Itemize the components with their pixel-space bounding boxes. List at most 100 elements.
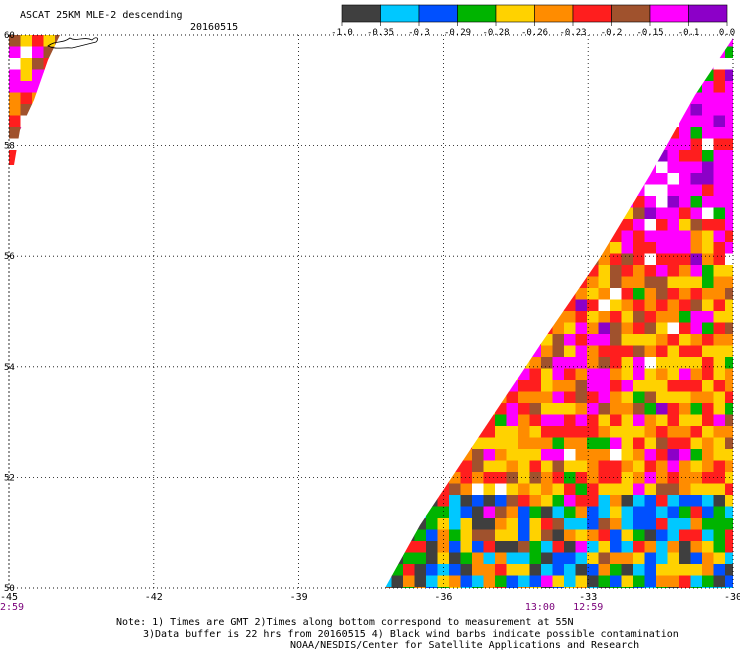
swath-cell — [426, 587, 438, 588]
swath-cell — [426, 58, 438, 70]
swath-cell — [564, 345, 576, 358]
swath-cell — [702, 587, 714, 588]
swath-cell — [391, 184, 404, 197]
swath-cell — [679, 403, 691, 415]
swath-cell — [575, 104, 588, 116]
swath-cell — [414, 368, 427, 381]
swath-cell — [610, 518, 622, 530]
swath-cell — [391, 69, 404, 82]
swath-cell — [495, 242, 507, 254]
swath-cell — [667, 334, 680, 346]
swath-cell — [725, 127, 733, 139]
swath-cell — [644, 564, 657, 576]
swath-cell — [506, 357, 519, 369]
swath-cell — [702, 299, 714, 312]
swath-cell — [679, 127, 691, 139]
swath-cell — [529, 46, 542, 59]
swath-cell — [552, 276, 565, 289]
swath-cell — [506, 449, 519, 461]
swath-cell — [713, 334, 726, 346]
swath-cell — [587, 391, 599, 404]
swath-cell — [564, 173, 576, 185]
swath-cell — [656, 161, 668, 174]
swath-cell — [403, 587, 415, 588]
swath-cell — [414, 46, 427, 59]
swath-cell — [644, 495, 657, 507]
swath-cell — [667, 322, 680, 335]
swath-cell — [20, 35, 33, 47]
swath-cell — [506, 414, 519, 427]
swath-cell — [385, 518, 392, 530]
swath-cell — [679, 288, 691, 300]
swath-cell — [385, 403, 392, 415]
swath-cell — [460, 334, 473, 346]
swath-cell — [403, 299, 415, 312]
swath-cell — [644, 265, 657, 277]
colorbar-label: -1.0 — [331, 28, 353, 38]
swath-cell — [385, 207, 392, 220]
swath-cell — [564, 299, 576, 312]
swath-cell — [391, 414, 404, 427]
swath-cell — [483, 368, 496, 381]
swath-cell — [610, 322, 622, 335]
swath-cell — [690, 115, 703, 128]
swath-cell — [403, 518, 415, 530]
swath-cell — [644, 46, 657, 59]
x-tick-label: -36 — [434, 592, 452, 603]
swath-cell — [506, 368, 519, 381]
swath-cell — [713, 299, 726, 312]
swath-cell — [564, 161, 576, 174]
swath-cell — [656, 265, 668, 277]
swath-cell — [55, 127, 60, 139]
swath-cell — [702, 288, 714, 300]
swath-cell — [506, 184, 519, 197]
swath-cell — [610, 414, 622, 427]
swath-cell — [690, 552, 703, 565]
swath-cell — [644, 334, 657, 346]
swath-cell — [32, 92, 44, 105]
swath-cell — [472, 529, 484, 542]
swath-cell — [495, 483, 507, 496]
swath-cell — [598, 529, 611, 542]
swath-cell — [414, 587, 427, 588]
swath-cell — [541, 357, 553, 369]
swath-cell — [690, 414, 703, 427]
swath-cell — [667, 472, 680, 484]
swath-cell — [414, 288, 427, 300]
swath-cell — [541, 403, 553, 415]
swath-cell — [483, 230, 496, 243]
swath-cell — [552, 426, 565, 438]
swath-cell — [575, 495, 588, 507]
swath-cell — [564, 92, 576, 105]
swath-cell — [725, 265, 733, 277]
swath-cell — [449, 541, 461, 553]
swath-cell — [460, 403, 473, 415]
swath-cell — [460, 299, 473, 312]
swath-cell — [564, 414, 576, 427]
swath-cell — [541, 92, 553, 105]
colorbar-swatch — [418, 4, 458, 23]
colorbar-swatch — [611, 4, 651, 23]
swath-cell — [667, 587, 680, 588]
swath-cell — [403, 69, 415, 82]
swath-cell — [541, 288, 553, 300]
swath-cell — [426, 506, 438, 519]
swath-cell — [725, 69, 733, 82]
swath-cell — [529, 242, 542, 254]
swath-cell — [621, 115, 634, 128]
swath-cell — [518, 150, 530, 162]
swath-cell — [483, 150, 496, 162]
swath-cell — [702, 483, 714, 496]
swath-cell — [541, 472, 553, 484]
swath-cell — [725, 138, 733, 151]
swath-cell — [391, 127, 404, 139]
swath-cell — [644, 150, 657, 162]
swath-cell — [437, 138, 450, 151]
swath-cell — [633, 449, 645, 461]
swath-cell — [472, 58, 484, 70]
swath-cell — [495, 230, 507, 243]
swath-cell — [725, 242, 733, 254]
swath-cell — [725, 230, 733, 243]
swath-cell — [610, 575, 622, 588]
swath-cell — [598, 460, 611, 473]
